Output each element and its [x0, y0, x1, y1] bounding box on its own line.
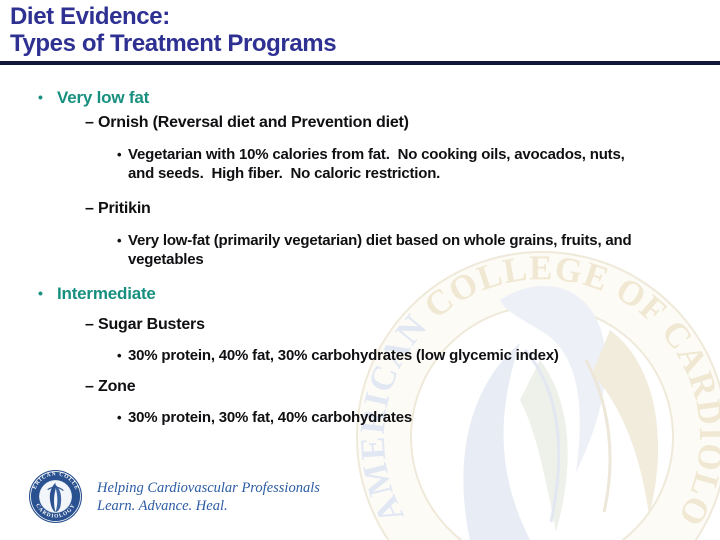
bullet-dot-icon: •	[117, 410, 122, 425]
footer-tagline-line2: Learn. Advance. Heal.	[97, 498, 228, 514]
bullet-sugar-busters: – Sugar Busters	[0, 315, 720, 335]
dash-icon: –	[85, 200, 94, 217]
dash-icon: –	[85, 378, 94, 395]
bullet-text: 30% protein, 40% fat, 30% carbohydrates …	[128, 347, 559, 364]
bullet-intermediate: • Intermediate	[0, 283, 720, 304]
bullet-text: Very low-fat (primarily vegetarian) diet…	[128, 232, 636, 268]
bullet-ornish-detail: • Vegetarian with 10% calories from fat.…	[0, 145, 720, 183]
bullet-very-low-fat: • Very low fat	[0, 87, 720, 108]
slide-title-line1: Diet Evidence:	[10, 3, 170, 30]
footer-tagline-line1: Helping Cardiovascular Professionals	[97, 480, 320, 496]
bullet-text: Intermediate	[57, 284, 156, 303]
bullet-text: 30% protein, 30% fat, 40% carbohydrates	[128, 409, 412, 426]
bullet-zone-detail: • 30% protein, 30% fat, 40% carbohydrate…	[0, 408, 720, 427]
title-underline	[0, 61, 720, 65]
bullet-text: Zone	[98, 378, 136, 395]
bullet-sugar-busters-detail: • 30% protein, 40% fat, 30% carbohydrate…	[0, 346, 720, 365]
bullet-text: Sugar Busters	[98, 316, 205, 333]
bullet-dot-icon: •	[117, 147, 122, 162]
bullet-dot-icon: •	[117, 348, 122, 363]
bullet-zone: – Zone	[0, 377, 720, 397]
bullet-pritikin: – Pritikin	[0, 199, 720, 219]
logo-inner-circle	[39, 480, 72, 513]
dash-icon: –	[85, 114, 94, 131]
bullet-text: Pritikin	[98, 200, 151, 217]
bullet-text: Ornish (Reversal diet and Prevention die…	[98, 114, 409, 131]
logo-eagle	[47, 482, 64, 513]
bullet-ornish: – Ornish (Reversal diet and Prevention d…	[0, 113, 720, 133]
bullet-text: Very low fat	[57, 88, 150, 107]
bullet-dot-icon: •	[38, 285, 43, 301]
slide-title-line2: Types of Treatment Programs	[10, 30, 337, 57]
bullet-dot-icon: •	[117, 233, 122, 248]
acc-logo-seal: AMERICAN COLLEGE CARDIOLOGY	[28, 469, 83, 524]
dash-icon: –	[85, 316, 94, 333]
footer-tagline: Helping Cardiovascular Professionals Lea…	[97, 479, 320, 515]
slide-title: Diet Evidence: Types of Treatment Progra…	[10, 3, 337, 57]
bullet-pritikin-detail: • Very low-fat (primarily vegetarian) di…	[0, 231, 720, 269]
bullet-text: Vegetarian with 10% calories from fat. N…	[128, 146, 629, 182]
bullet-dot-icon: •	[38, 89, 43, 105]
bullet-list: • Very low fat – Ornish (Reversal diet a…	[0, 80, 720, 427]
